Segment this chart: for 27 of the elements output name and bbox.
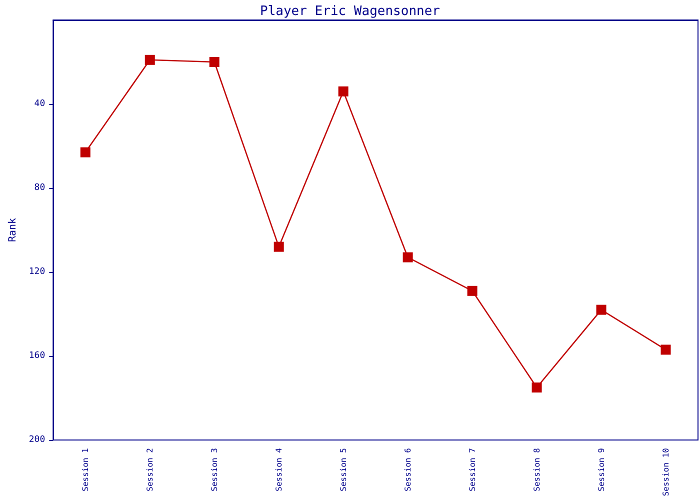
x-tick-label: Session 9 — [596, 448, 606, 492]
y-tick-label: 80 — [34, 183, 46, 193]
x-tick-label: Session 7 — [468, 448, 477, 492]
y-tick-label: 200 — [28, 435, 46, 445]
y-axis-title: Rank — [8, 218, 18, 242]
x-tick-label: Session 8 — [532, 448, 542, 492]
x-tick-label: Session 1 — [80, 448, 90, 492]
point — [209, 57, 220, 67]
y-tick-label: 160 — [28, 351, 46, 361]
point — [80, 147, 90, 158]
point — [402, 252, 413, 262]
point — [338, 86, 348, 96]
x-tick-label: Session 2 — [145, 448, 154, 492]
x-tick-label: Session 5 — [338, 448, 348, 492]
point — [660, 344, 671, 355]
point — [274, 242, 284, 252]
x-tick-label: Session 6 — [403, 448, 412, 492]
point — [467, 286, 478, 296]
y-tick-label: 120 — [28, 267, 46, 277]
x-tick-label: Session 4 — [274, 448, 284, 492]
x-tick-label: Session 10 — [661, 448, 670, 496]
chart-title: Player Eric Wagensonner — [260, 4, 440, 19]
y-tick-label: 40 — [34, 99, 46, 109]
point — [144, 54, 155, 65]
x-tick-label: Session 3 — [210, 448, 219, 492]
point — [532, 382, 542, 392]
point — [596, 304, 606, 315]
